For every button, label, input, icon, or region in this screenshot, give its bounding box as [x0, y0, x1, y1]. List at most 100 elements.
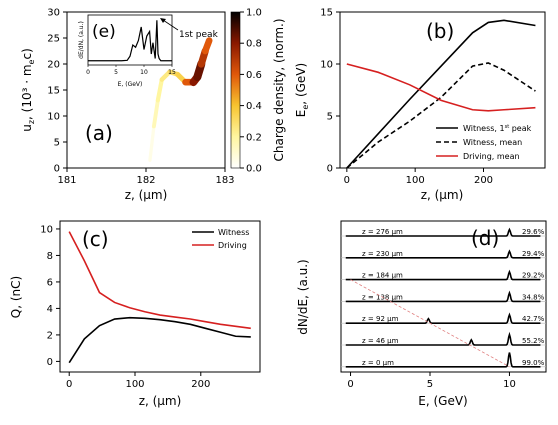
series-driving-mean: [346, 63, 536, 112]
panel-label-d: (d): [471, 226, 499, 250]
y-tick-label: 5: [54, 138, 60, 149]
panel-d: z = 276 μm 29.6% z = 230 μm 29.4% z = 184 μm…: [296, 220, 547, 408]
beam-segment: [148, 124, 156, 162]
spectrum-line: [345, 227, 541, 237]
colorbar-tick-label: 0.6: [246, 70, 262, 81]
legend-entry-witness: Witness: [218, 228, 249, 237]
x-tick-label: 0: [344, 175, 350, 186]
spectrum-line: [345, 290, 541, 303]
x-ticks: 0 100 200: [66, 372, 210, 390]
legend: Witness, 1st peak Witness, mean Driving,…: [436, 124, 532, 161]
colorbar-tick-label: 0.4: [246, 101, 262, 112]
legend: Witness Driving: [192, 228, 249, 250]
spectrum-percent: 55.2%: [522, 337, 545, 345]
series-lines: [68, 231, 251, 364]
x-tick-label: 0: [66, 379, 72, 390]
inset-x-label: E, (GeV): [118, 81, 143, 88]
spectrum-percent: 42.7%: [522, 315, 545, 323]
y-axis-label: dN/dE, (a.u.): [296, 259, 310, 334]
colorbar: 0.0 0.2 0.4 0.6 0.8 1.0 Charge density, (norm…: [230, 8, 286, 175]
spectrum-label: z = 46 μm: [362, 337, 399, 345]
series-witness-mean: [346, 62, 536, 169]
spectrum-percent: 29.6%: [522, 228, 545, 236]
first-peak-arrow: [162, 19, 179, 31]
x-tick-label: 0: [347, 379, 353, 390]
x-tick-label: 10: [503, 379, 516, 390]
colorbar-tick-label: 0.0: [246, 164, 262, 175]
inset-x-ticks: 0 5 10 15: [86, 65, 176, 76]
y-ticks: 0 5 10 15: [320, 8, 340, 175]
inset-x-tick-label: 0: [86, 69, 90, 76]
inset-x-tick-label: 5: [114, 69, 118, 76]
peak-trend-guide: [350, 279, 510, 368]
inset-x-tick-label: 10: [140, 69, 148, 76]
x-tick-label: 200: [474, 175, 493, 186]
x-tick-label: 100: [406, 175, 425, 186]
spectrum-line: [345, 269, 541, 281]
y-tick-label: 5: [327, 112, 333, 123]
y-axis-label: Q, (nC): [9, 276, 23, 318]
colorbar-ticks: 0.0 0.2 0.4 0.6 0.8 1.0: [240, 8, 262, 175]
y-tick-label: 20: [47, 60, 60, 71]
x-axis-label: z, (μm): [125, 188, 168, 202]
y-tick-label: 10: [40, 224, 53, 235]
colorbar-tick-label: 0.8: [246, 39, 262, 50]
x-tick-label: 181: [57, 175, 76, 186]
spectrum-percent: 99.0%: [522, 359, 545, 367]
spectrum-line: [345, 312, 541, 325]
y-tick-label: 0: [54, 164, 60, 175]
x-axis-label: z, (μm): [421, 188, 464, 202]
legend-entry-witness-mean: Witness, mean: [463, 138, 522, 147]
legend-entry-driving: Driving: [218, 241, 247, 250]
colorbar-label: Charge density, (norm.): [272, 18, 286, 161]
panel-a: 181 182 183 0 5 10 15 20 25 30 z, (μm) uz, (10³ …: [20, 8, 286, 203]
series-witness-charge: [68, 316, 251, 364]
spectrum-line: [345, 352, 541, 368]
panel-d-plot-area: [340, 220, 547, 373]
spectrum-label: z = 92 μm: [362, 315, 399, 323]
y-tick-label: 4: [47, 304, 53, 315]
panel-label-c: (c): [82, 227, 109, 251]
beam-segment: [201, 37, 213, 55]
legend-entry-driving-mean: Driving, mean: [463, 152, 520, 161]
series-driving-charge: [68, 231, 251, 330]
inset-e: 0 5 10 15 E, (GeV) dE/dN, (a.u.) (e) 1st pe…: [78, 14, 219, 88]
panel-label-b: (b): [426, 19, 454, 43]
beam-trace: [148, 37, 213, 162]
first-peak-annotation: 1st peak: [179, 30, 219, 40]
y-axis-label: Ee, (GeV): [294, 63, 310, 117]
y-tick-label: 0: [327, 164, 333, 175]
x-tick-label: 182: [136, 175, 155, 186]
panel-c: 0 100 200 0 2 4 6 8 10 z, (μm) Q, (nC) (c) Witn…: [9, 220, 261, 408]
y-tick-label: 10: [47, 112, 60, 123]
spectrum-label: z = 276 μm: [362, 228, 403, 236]
spectrum-label: z = 184 μm: [362, 272, 403, 280]
spectrum-label: z = 230 μm: [362, 250, 403, 258]
y-tick-label: 6: [47, 277, 53, 288]
x-tick-label: 100: [125, 379, 144, 390]
panel-b: 0 100 200 0 5 10 15 z, (μm) Ee, (GeV) (b) Wit…: [294, 8, 546, 202]
colorbar-tick-label: 0.2: [246, 132, 262, 143]
inset-label-e: (e): [92, 22, 116, 42]
y-ticks: 0 2 4 6 8 10: [40, 224, 60, 368]
inset-spectrum-line: [88, 20, 172, 62]
x-tick-label: 183: [215, 175, 234, 186]
x-tick-label: 200: [191, 379, 210, 390]
panel-label-a: (a): [85, 121, 113, 145]
x-ticks: 0 5 10: [347, 372, 516, 390]
x-ticks: 181 182 183: [57, 168, 235, 186]
y-ticks: 0 5 10 15 20 25 30: [47, 8, 67, 175]
colorbar-tick-label: 1.0: [246, 8, 262, 19]
series-witness-first-peak: [346, 19, 536, 169]
first-peak-arrowhead: [160, 18, 166, 23]
y-axis-label: uz, (10³ · mec): [20, 48, 36, 132]
panel-c-plot-area: [59, 220, 261, 373]
spectrum-percent: 29.2%: [522, 272, 545, 280]
y-tick-label: 0: [47, 357, 53, 368]
x-ticks: 0 100 200: [344, 168, 493, 186]
colorbar-gradient: [230, 11, 241, 169]
inset-y-label: dE/dN, (a.u.): [78, 21, 85, 59]
y-tick-label: 2: [47, 330, 53, 341]
inset-x-tick-label: 15: [168, 69, 176, 76]
y-tick-label: 25: [47, 34, 60, 45]
